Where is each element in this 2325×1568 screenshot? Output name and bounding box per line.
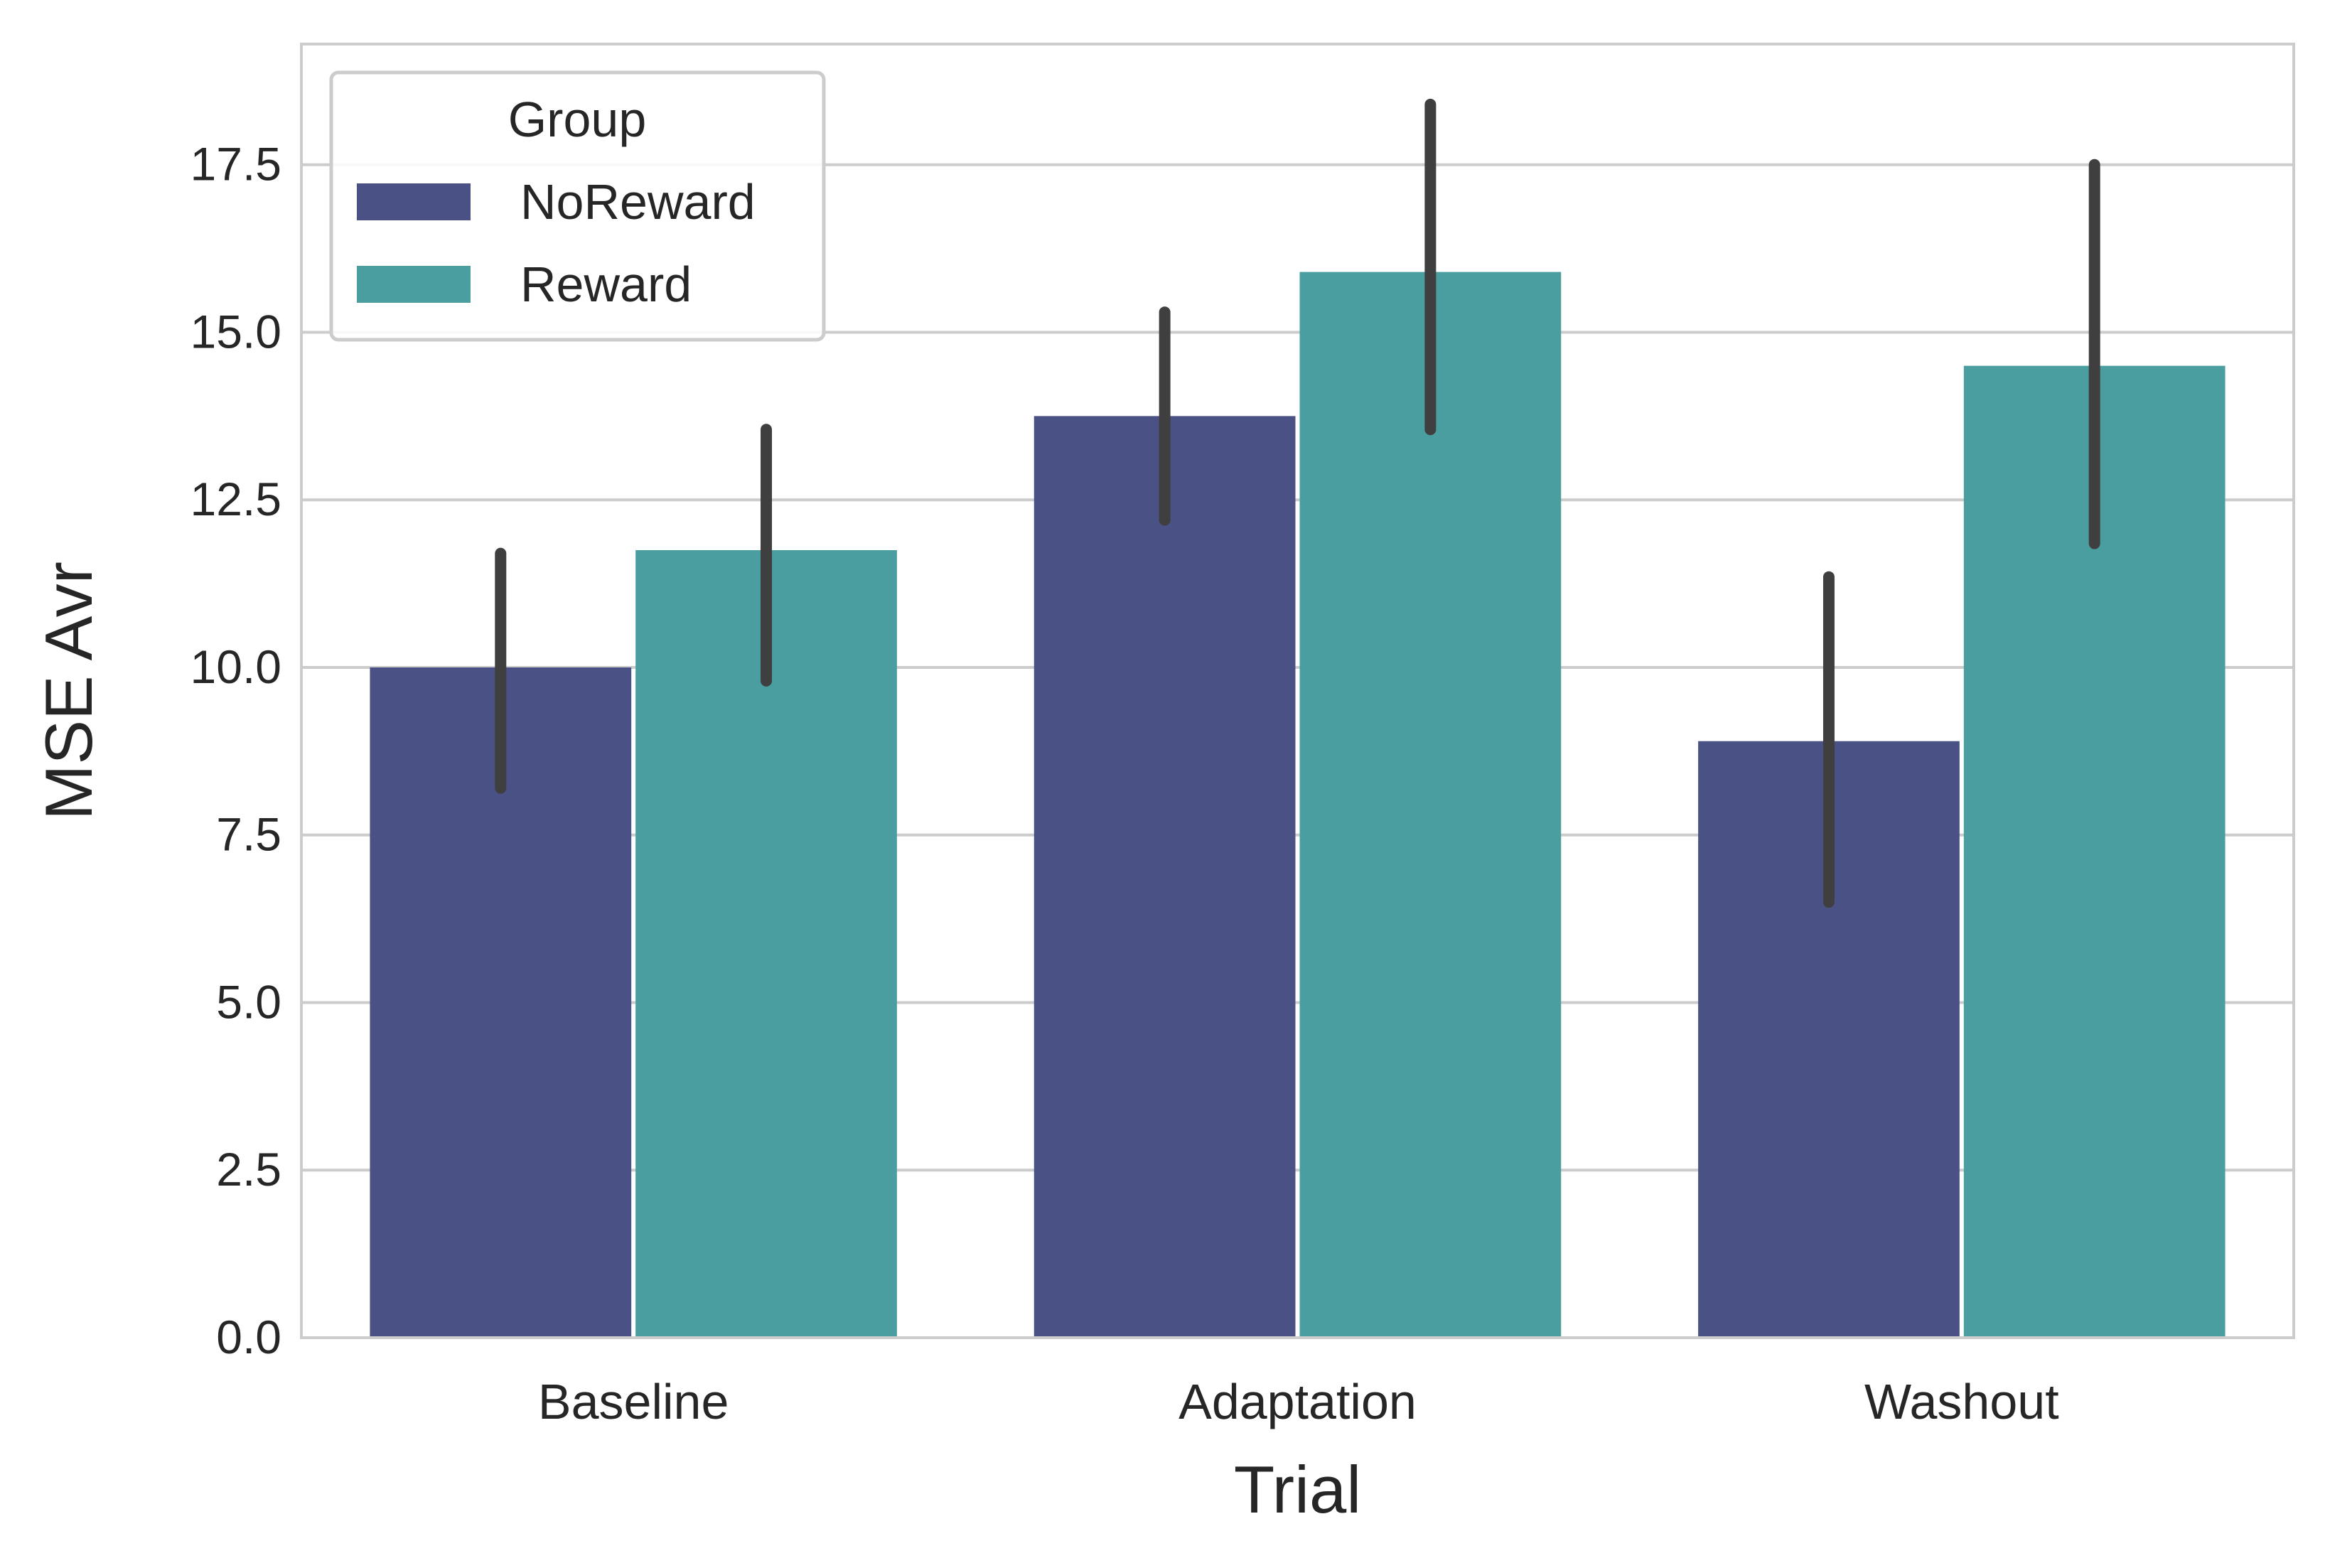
x-tick-labels: Baseline Adaptation Washout (538, 1374, 2059, 1429)
y-tick-label: 10.0 (190, 640, 281, 693)
y-tick-label: 0.0 (216, 1311, 281, 1363)
error-bars (495, 98, 2100, 908)
legend-label-noreward: NoReward (520, 174, 756, 230)
y-tick-label: 5.0 (216, 975, 281, 1028)
legend: Group NoReward Reward (329, 70, 826, 342)
x-tick-label: Washout (1864, 1374, 2059, 1429)
bar-reward-adaptation (1299, 272, 1562, 1338)
legend-items: NoReward Reward (357, 174, 756, 312)
x-tick-label: Baseline (538, 1374, 729, 1429)
y-tick-label: 17.5 (190, 138, 281, 190)
plot-frame (300, 43, 2295, 1339)
legend-title: Group (508, 92, 647, 147)
y-tick-label: 2.5 (216, 1143, 281, 1196)
y-tick-label: 15.0 (190, 305, 281, 358)
y-tick-labels: 0.0 2.5 5.0 7.5 10.0 12.5 15.0 17.5 (190, 138, 281, 1363)
y-tick-label: 7.5 (216, 808, 281, 861)
legend-swatch-noreward (357, 183, 471, 220)
x-tick-label: Adaptation (1178, 1374, 1417, 1429)
y-axis-title: MSE Avr (31, 562, 106, 820)
legend-swatch-reward (357, 266, 471, 303)
legend-label-reward: Reward (520, 257, 692, 312)
x-axis-title: Trial (1234, 1452, 1361, 1527)
bar-noreward-adaptation (1033, 416, 1296, 1338)
bars (370, 272, 2225, 1338)
y-tick-label: 12.5 (190, 473, 281, 525)
